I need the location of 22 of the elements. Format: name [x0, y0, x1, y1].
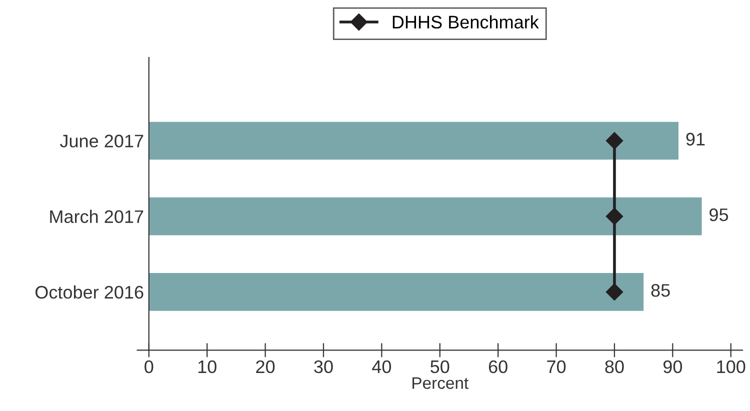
- x-tick-label: 90: [663, 360, 682, 374]
- data-label: 95: [710, 208, 728, 222]
- bar: [148, 122, 678, 160]
- bar: [148, 273, 644, 311]
- x-tick-label: 60: [488, 360, 508, 374]
- data-label: 85: [651, 284, 670, 297]
- x-tick-label: 40: [372, 360, 392, 374]
- y-tick-label: June 2017: [60, 134, 144, 148]
- y-tick-label: March 2017: [50, 210, 144, 224]
- x-tick-label: 20: [256, 360, 275, 374]
- x-tick-label: 0: [144, 360, 154, 374]
- legend-label: DHHS Benchmark: [392, 15, 539, 29]
- y-tick-label: October 2016: [35, 285, 144, 299]
- x-tick-label: 50: [430, 360, 450, 374]
- bar: [148, 197, 702, 236]
- x-tick-label: 70: [547, 360, 566, 374]
- x-tick-label: 30: [314, 360, 333, 374]
- x-tick-label: 100: [717, 360, 746, 374]
- data-label: 91: [686, 132, 705, 146]
- x-tick-label: 80: [605, 360, 624, 374]
- x-tick-label: 10: [198, 360, 216, 374]
- x-axis-title: Percent: [412, 377, 468, 389]
